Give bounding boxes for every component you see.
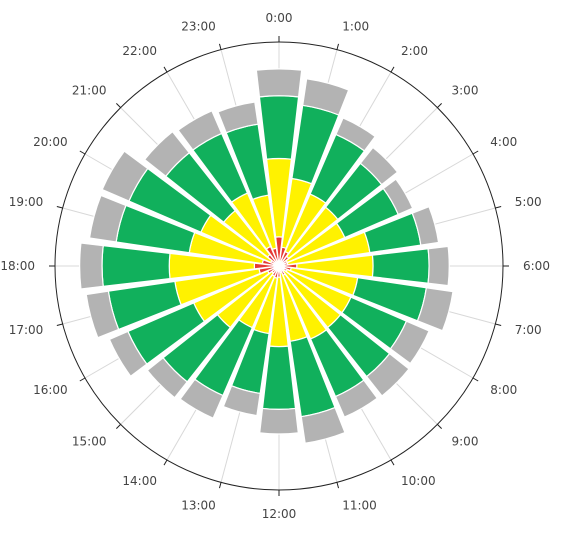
bar-1800-series-4 bbox=[79, 242, 104, 290]
bar-1000-series-4 bbox=[334, 379, 378, 418]
tick-label-13: 13:00 bbox=[181, 499, 216, 513]
tick-label-8: 8:00 bbox=[490, 383, 517, 397]
bar-1100-series-4 bbox=[300, 406, 346, 444]
tick-label-20: 20:00 bbox=[33, 135, 68, 149]
tick-mark-23 bbox=[218, 43, 222, 50]
ring-layer bbox=[49, 36, 509, 496]
tick-label-15: 15:00 bbox=[72, 434, 107, 448]
bar-1200-series-4 bbox=[259, 407, 299, 435]
tick-mark-19 bbox=[56, 205, 63, 209]
bar-400-series-4 bbox=[382, 178, 414, 216]
tick-mark-3 bbox=[437, 103, 442, 108]
tick-label-23: 23:00 bbox=[181, 20, 216, 34]
tick-label-3: 3:00 bbox=[452, 84, 479, 98]
bar-600-series-4 bbox=[427, 245, 450, 287]
tick-label-4: 4:00 bbox=[490, 135, 517, 149]
tick-mark-21 bbox=[116, 103, 121, 108]
tick-label-2: 2:00 bbox=[401, 44, 428, 58]
bar-000-series-3 bbox=[258, 95, 300, 160]
tick-label-9: 9:00 bbox=[452, 434, 479, 448]
tick-mark-14 bbox=[163, 459, 168, 466]
bar-1300-series-4 bbox=[222, 384, 261, 417]
tick-label-6: 6:00 bbox=[523, 259, 550, 273]
tick-mark-4 bbox=[472, 150, 479, 155]
bar-500-series-4 bbox=[411, 205, 440, 246]
bar-2100-series-4 bbox=[143, 130, 191, 178]
tick-mark-20 bbox=[79, 150, 86, 155]
bar-1800-series-3 bbox=[101, 244, 171, 288]
tick-label-17: 17:00 bbox=[9, 323, 44, 337]
tick-label-22: 22:00 bbox=[122, 44, 157, 58]
label-layer: 0:00 1:00 2:00 3:00 4:00 5:00 6:00 7:00 8:00 9:00… bbox=[0, 11, 550, 521]
tick-label-7: 7:00 bbox=[515, 323, 542, 337]
bar-1900-series-4 bbox=[88, 194, 127, 243]
bar-1400-series-4 bbox=[179, 378, 224, 419]
tick-label-21: 21:00 bbox=[72, 84, 107, 98]
bar-1700-series-4 bbox=[85, 290, 120, 339]
tick-mark-15 bbox=[116, 424, 121, 429]
bar-2000-series-4 bbox=[101, 150, 149, 202]
tick-mark-22 bbox=[163, 66, 168, 73]
tick-mark-2 bbox=[390, 66, 395, 73]
tick-mark-1 bbox=[336, 43, 340, 50]
tick-label-19: 19:00 bbox=[9, 195, 44, 209]
tick-label-10: 10:00 bbox=[401, 474, 436, 488]
tick-mark-16 bbox=[79, 377, 86, 382]
tick-label-5: 5:00 bbox=[515, 195, 542, 209]
tick-label-18: 18:00 bbox=[0, 259, 35, 273]
tick-mark-10 bbox=[390, 459, 395, 466]
tick-label-12: 12:00 bbox=[262, 507, 297, 521]
tick-label-1: 1:00 bbox=[342, 20, 369, 34]
bar-000-series-4 bbox=[255, 68, 303, 98]
tick-mark-11 bbox=[336, 482, 340, 489]
tick-label-11: 11:00 bbox=[342, 499, 377, 513]
bar-1500-series-4 bbox=[146, 356, 189, 399]
bar-600-series-3 bbox=[371, 248, 430, 284]
tick-label-14: 14:00 bbox=[122, 474, 157, 488]
tick-mark-5 bbox=[495, 205, 502, 209]
bar-900-series-4 bbox=[365, 352, 410, 397]
tick-mark-7 bbox=[495, 323, 502, 327]
bar-1200-series-3 bbox=[261, 345, 297, 410]
bar-100-series-4 bbox=[302, 78, 350, 116]
bar-layer bbox=[79, 68, 454, 444]
tick-label-0: 0:00 bbox=[266, 11, 293, 25]
tick-mark-17 bbox=[56, 323, 63, 327]
tick-mark-13 bbox=[218, 482, 222, 489]
bar-200-series-4 bbox=[335, 117, 376, 152]
bar-300-series-4 bbox=[359, 146, 399, 186]
tick-mark-9 bbox=[437, 424, 442, 429]
tick-label-16: 16:00 bbox=[33, 383, 68, 397]
bar-800-series-4 bbox=[389, 320, 430, 365]
bar-2300-series-4 bbox=[217, 101, 259, 134]
bar-700-series-4 bbox=[416, 287, 454, 332]
bar-2200-series-4 bbox=[177, 110, 223, 151]
bar-1600-series-4 bbox=[108, 330, 148, 378]
tick-mark-8 bbox=[472, 377, 479, 382]
